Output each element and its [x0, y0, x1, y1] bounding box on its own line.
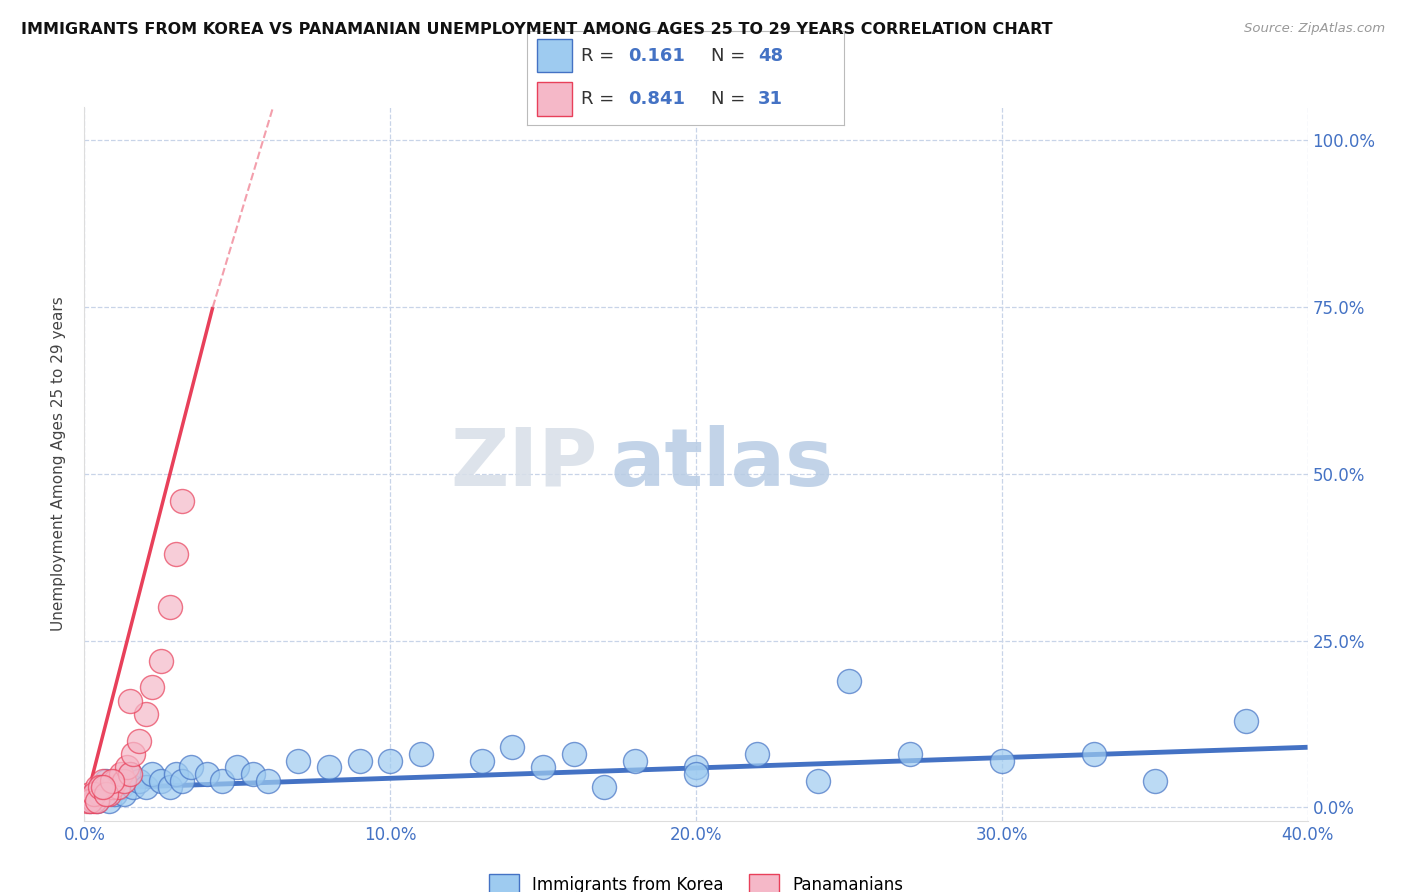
Point — [107, 780, 129, 795]
Point — [593, 780, 616, 795]
Point — [195, 767, 218, 781]
Point — [172, 493, 194, 508]
Text: Source: ZipAtlas.com: Source: ZipAtlas.com — [1244, 22, 1385, 36]
Point — [349, 754, 371, 768]
Text: IMMIGRANTS FROM KOREA VS PANAMANIAN UNEMPLOYMENT AMONG AGES 25 TO 29 YEARS CORRE: IMMIGRANTS FROM KOREA VS PANAMANIAN UNEM… — [21, 22, 1053, 37]
Point — [257, 773, 280, 788]
FancyBboxPatch shape — [537, 38, 571, 72]
Point — [91, 787, 114, 801]
Point — [165, 547, 187, 561]
Point — [79, 794, 101, 808]
Point — [122, 780, 145, 795]
Point — [104, 787, 127, 801]
Point — [79, 794, 101, 808]
Point — [83, 794, 105, 808]
Point — [409, 747, 432, 761]
FancyBboxPatch shape — [537, 82, 571, 116]
Point — [141, 680, 163, 694]
Point — [104, 773, 127, 788]
Point — [101, 780, 124, 795]
Legend: Immigrants from Korea, Panamanians: Immigrants from Korea, Panamanians — [489, 874, 903, 892]
Point — [149, 773, 172, 788]
Point — [685, 760, 707, 774]
Point — [838, 673, 860, 688]
Point — [135, 706, 157, 721]
Point — [807, 773, 830, 788]
Text: 0.161: 0.161 — [628, 46, 685, 64]
Point — [1236, 714, 1258, 728]
Point — [89, 780, 111, 795]
Text: N =: N = — [710, 46, 751, 64]
Point — [1083, 747, 1105, 761]
Point — [79, 787, 101, 801]
Point — [83, 787, 105, 801]
Point — [83, 787, 105, 801]
Text: 48: 48 — [758, 46, 783, 64]
Point — [120, 767, 142, 781]
Point — [110, 780, 132, 795]
Text: R =: R = — [581, 46, 620, 64]
Point — [747, 747, 769, 761]
Point — [685, 767, 707, 781]
Point — [94, 773, 117, 788]
Point — [172, 773, 194, 788]
Point — [531, 760, 554, 774]
Y-axis label: Unemployment Among Ages 25 to 29 years: Unemployment Among Ages 25 to 29 years — [51, 296, 66, 632]
Text: 31: 31 — [758, 90, 783, 108]
Point — [107, 773, 129, 788]
Point — [120, 767, 142, 781]
Point — [94, 787, 117, 801]
Text: 0.841: 0.841 — [628, 90, 686, 108]
Point — [624, 754, 647, 768]
Point — [97, 794, 120, 808]
Text: N =: N = — [710, 90, 751, 108]
Point — [94, 780, 117, 795]
Point — [86, 794, 108, 808]
Point — [89, 787, 111, 801]
Point — [122, 747, 145, 761]
Point — [287, 754, 309, 768]
Point — [76, 794, 98, 808]
Point — [112, 773, 135, 788]
Point — [89, 780, 111, 795]
Point — [115, 760, 138, 774]
Point — [86, 780, 108, 795]
Point — [159, 600, 181, 615]
Point — [226, 760, 249, 774]
Point — [1143, 773, 1166, 788]
Point — [991, 754, 1014, 768]
Point — [135, 780, 157, 795]
Text: R =: R = — [581, 90, 620, 108]
Point — [242, 767, 264, 781]
Point — [159, 780, 181, 795]
Point — [318, 760, 340, 774]
Point — [211, 773, 233, 788]
Point — [120, 693, 142, 707]
Point — [380, 754, 402, 768]
Point — [898, 747, 921, 761]
Point — [165, 767, 187, 781]
Point — [86, 794, 108, 808]
Point — [91, 780, 114, 795]
Point — [101, 780, 124, 795]
Point — [128, 773, 150, 788]
Point — [112, 787, 135, 801]
Point — [141, 767, 163, 781]
Point — [471, 754, 494, 768]
Point — [180, 760, 202, 774]
Point — [110, 767, 132, 781]
Point — [101, 773, 124, 788]
Point — [562, 747, 585, 761]
Text: atlas: atlas — [610, 425, 834, 503]
Point — [91, 773, 114, 788]
Point — [502, 740, 524, 755]
Text: ZIP: ZIP — [451, 425, 598, 503]
Point — [97, 787, 120, 801]
Point — [128, 733, 150, 747]
Point — [149, 654, 172, 668]
